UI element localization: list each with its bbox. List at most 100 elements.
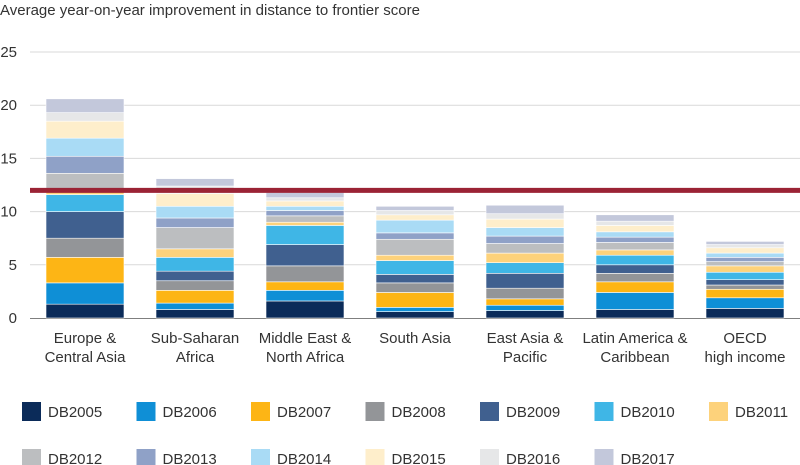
legend-label: DB2005 — [48, 404, 102, 421]
bar-segment-db2006 — [155, 302, 235, 310]
bar-segment-db2010 — [45, 194, 125, 212]
category-label: East Asia & — [487, 330, 564, 347]
category-label: Latin America & — [582, 330, 687, 347]
legend-item: DB2010 — [594, 402, 675, 421]
category-label: Africa — [176, 349, 215, 366]
category-label: Caribbean — [600, 349, 669, 366]
category-label: Central Asia — [45, 349, 127, 366]
bar-segment-db2005 — [705, 308, 785, 319]
chart-title: Average year-on-year improvement in dist… — [0, 2, 420, 19]
legend-swatch — [594, 402, 614, 421]
bar-segment-db2015 — [155, 193, 235, 207]
legend-label: DB2007 — [277, 404, 331, 421]
bar-segment-db2014 — [265, 205, 345, 211]
y-tick-label: 5 — [9, 257, 17, 274]
category-label: South Asia — [379, 330, 451, 347]
bar-segment-db2007 — [155, 290, 235, 304]
y-tick-label: 25 — [0, 44, 17, 61]
bar-segment-db2016 — [375, 210, 455, 216]
bar-segment-db2009 — [45, 211, 125, 239]
bar-segment-db2010 — [485, 262, 565, 274]
legend-item: DB2006 — [136, 402, 217, 421]
bar-segment-db2005 — [265, 300, 345, 319]
bar-segment-db2008 — [155, 280, 235, 291]
bar-segment-db2008 — [45, 237, 125, 258]
bar-segment-db2005 — [155, 309, 235, 319]
bar-segment-db2017 — [485, 204, 565, 215]
bar-segment-db2005 — [375, 311, 455, 319]
bar-segment-db2011 — [705, 265, 785, 273]
y-tick-label: 15 — [0, 150, 17, 167]
bar-segment-db2008 — [705, 284, 785, 290]
bar-segment-db2010 — [705, 271, 785, 280]
bar-segment-db2016 — [485, 213, 565, 220]
bar-segment-db2010 — [595, 254, 675, 266]
legend-item: DB2017 — [594, 449, 675, 465]
bar-segment-db2013 — [265, 210, 345, 217]
bar-segment-db2009 — [705, 279, 785, 286]
bar-segment-db2017 — [595, 214, 675, 222]
bar-segment-db2016 — [265, 197, 345, 202]
bar-segment-db2013 — [375, 232, 455, 240]
x-axis: Europe & Central Asia Sub-Saharan Africa Mid… — [45, 330, 786, 366]
legend-item: DB2013 — [136, 449, 217, 465]
legend-item: DB2016 — [480, 449, 560, 465]
bar-segment-db2016 — [45, 112, 125, 122]
legend-label: DB2006 — [163, 404, 217, 421]
legend-swatch — [709, 402, 728, 421]
bar-segment-db2010 — [375, 260, 455, 275]
bar-segment-db2009 — [595, 264, 675, 274]
bar-segment-db2005 — [485, 310, 565, 319]
bar-segment-db2016 — [595, 220, 675, 226]
legend-item: DB2015 — [365, 449, 446, 465]
legend-item: DB2008 — [365, 402, 446, 421]
legend-label: DB2013 — [163, 451, 217, 465]
bar-segment-db2014 — [45, 137, 125, 157]
bar-segment-db2006 — [265, 290, 345, 302]
bar-segment-db2009 — [485, 273, 565, 289]
bar-segment-db2006 — [45, 282, 125, 305]
bar-segment-db2007 — [265, 281, 345, 291]
bar-segment-db2009 — [155, 270, 235, 282]
bar-segment-db2015 — [595, 225, 675, 233]
bar-segment-db2011 — [265, 221, 345, 226]
category-label: Europe & — [54, 330, 117, 347]
bars — [45, 98, 785, 319]
legend-label: DB2008 — [392, 404, 446, 421]
y-tick-label: 10 — [0, 204, 17, 221]
bar-segment-db2011 — [155, 248, 235, 258]
legend-item: DB2007 — [251, 402, 331, 421]
bar-segment-db2015 — [265, 200, 345, 207]
category-label: high income — [705, 349, 786, 366]
bar-segment-db2007 — [485, 298, 565, 306]
bar-segment-db2011 — [595, 249, 675, 256]
legend-label: DB2009 — [506, 404, 560, 421]
bar-segment-db2015 — [375, 214, 455, 221]
bar-segment-db2014 — [595, 231, 675, 238]
bar-segment-db2013 — [705, 257, 785, 262]
y-tick-label: 0 — [9, 310, 17, 327]
legend-item: DB2011 — [709, 402, 788, 421]
legend-swatch — [480, 402, 499, 421]
legend-label: DB2014 — [277, 451, 331, 465]
bar-segment-db2005 — [595, 309, 675, 319]
bar-segment-db2006 — [485, 304, 565, 311]
bar-segment-db2013 — [485, 235, 565, 244]
bar-segment-db2007 — [705, 288, 785, 299]
bar-segment-db2012 — [705, 261, 785, 267]
bar-segment-db2016 — [705, 244, 785, 249]
legend-label: DB2011 — [735, 404, 788, 421]
bar-segment-db2012 — [485, 243, 565, 254]
category-label: Pacific — [503, 349, 548, 366]
legend-label: DB2010 — [621, 404, 675, 421]
bar-segment-db2010 — [265, 225, 345, 245]
legend-swatch — [22, 449, 41, 465]
legend: DB2005 DB2006 DB2007 DB2008 DB2009 DB2010 DB20… — [22, 402, 788, 465]
bar-segment-db2014 — [375, 219, 455, 234]
bar-segment-db2011 — [485, 252, 565, 263]
bar-segment-db2012 — [375, 238, 455, 256]
bar-segment-db2013 — [595, 236, 675, 243]
legend-label: DB2012 — [48, 451, 102, 465]
